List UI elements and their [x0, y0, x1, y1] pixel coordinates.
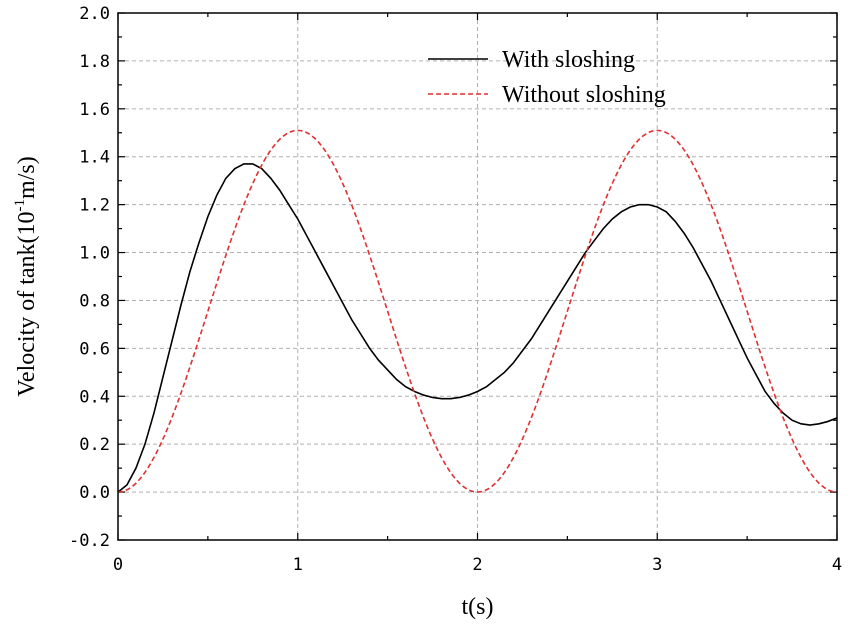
- y-tick-label: 0.0: [79, 483, 110, 503]
- x-tick-label: 1: [293, 555, 303, 575]
- y-tick-label: 0.8: [79, 291, 110, 311]
- x-tick-label: 3: [652, 555, 662, 575]
- plot-frame: [117, 12, 838, 541]
- x-axis-title: t(s): [462, 594, 494, 620]
- y-tick-label: 1.0: [79, 244, 110, 264]
- y-axis-title-prefix: Velocity of tank(10: [14, 211, 40, 396]
- y-tick-label: -0.2: [69, 531, 110, 551]
- y-tick-label: 2.0: [79, 4, 110, 24]
- series-with-sloshing: [117, 163, 838, 493]
- legend-label-without-sloshing: Without sloshing: [502, 82, 666, 108]
- y-tick-label: 0.6: [79, 339, 110, 359]
- tick-labels: -0.2 0.0 0.2 0.4 0.6 0.8 1.0 1.2 1.4 1.6 1.8 2.0 0 1 2…: [69, 4, 842, 575]
- y-tick-label: 0.4: [79, 387, 110, 407]
- grid-lines: [118, 13, 837, 540]
- x-tick-label: 4: [832, 555, 842, 575]
- y-tick-label: 1.8: [79, 52, 110, 72]
- y-tick-label: 1.4: [79, 148, 110, 168]
- x-tick-label: 2: [472, 555, 482, 575]
- y-axis-title-exponent: -1: [12, 199, 28, 212]
- y-tick-label: 1.6: [79, 100, 110, 120]
- y-axis-title-suffix: m/s): [14, 156, 40, 199]
- y-tick-label: 1.2: [79, 196, 110, 216]
- y-axis-title: Velocity of tank(10-1m/s): [12, 156, 40, 396]
- legend-label-with-sloshing: With sloshing: [502, 47, 635, 73]
- x-tick-label: 0: [113, 555, 123, 575]
- series-without-sloshing: [117, 129, 838, 493]
- series-lines: [117, 129, 838, 493]
- legend: With sloshing Without sloshing: [428, 47, 666, 108]
- y-tick-label: 0.2: [79, 435, 110, 455]
